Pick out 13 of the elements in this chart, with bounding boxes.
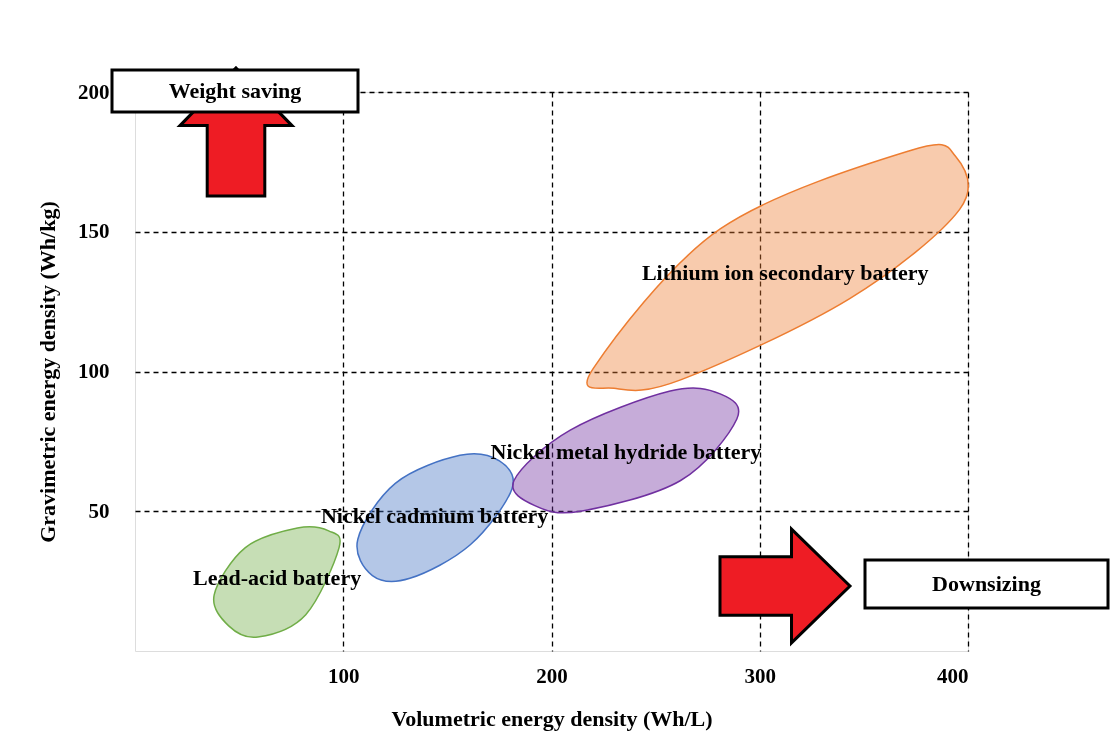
y-axis-title: Gravimetric energy density (Wh/kg) bbox=[35, 201, 60, 543]
y-tick-label: 150 bbox=[78, 219, 110, 244]
annotation: Downsizing bbox=[932, 571, 1041, 596]
annotation: Weight saving bbox=[168, 78, 302, 103]
y-tick-label: 50 bbox=[88, 498, 110, 523]
x-tick-label: 400 bbox=[937, 663, 969, 688]
x-tick-label: 200 bbox=[536, 663, 568, 688]
series-label: Lead-acid battery bbox=[193, 565, 362, 591]
y-tick-label: 100 bbox=[78, 359, 110, 383]
x-tick-label: 300 bbox=[744, 663, 776, 688]
y-tick-label: 200 bbox=[78, 79, 110, 104]
x-axis-title: Volumetric energy density (Wh/L) bbox=[391, 705, 713, 731]
x-tick-label: 100 bbox=[328, 663, 360, 688]
